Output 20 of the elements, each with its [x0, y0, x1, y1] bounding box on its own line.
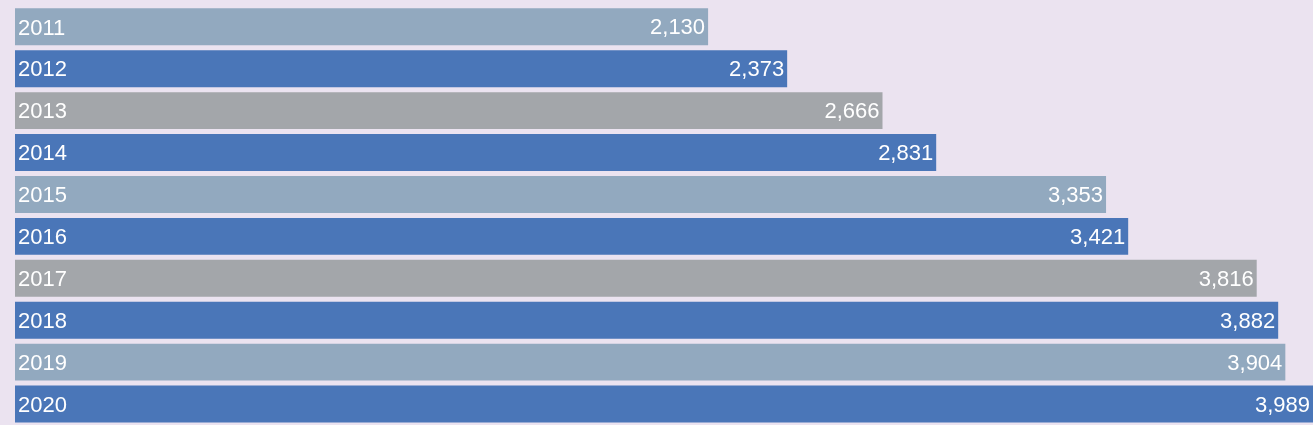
- data-label: 3,989: [1254, 391, 1310, 417]
- y-tick-label: 2020: [18, 391, 67, 417]
- data-label: 2,373: [729, 56, 785, 82]
- data-label: 3,353: [1047, 181, 1104, 207]
- data-label: 2,666: [824, 98, 880, 124]
- y-tick-label: 2015: [18, 182, 67, 208]
- data-label: 3,421: [1070, 223, 1126, 249]
- y-tick-label: 2013: [18, 98, 67, 124]
- y-tick-label: 2017: [18, 265, 67, 291]
- y-tick-label: 2012: [18, 56, 67, 82]
- data-label: 2,831: [878, 140, 934, 166]
- y-tick-label: 2019: [18, 349, 67, 375]
- data-label: 3,882: [1220, 307, 1276, 333]
- data-label: 3,816: [1198, 265, 1254, 291]
- y-tick-label: 2016: [18, 224, 67, 250]
- y-tick-label: 2011: [18, 14, 66, 40]
- y-tick-label: 2014: [18, 140, 67, 166]
- y-tick-label: 2018: [18, 307, 67, 333]
- data-label: 2,130: [650, 14, 706, 40]
- data-label: 3,904: [1227, 349, 1283, 375]
